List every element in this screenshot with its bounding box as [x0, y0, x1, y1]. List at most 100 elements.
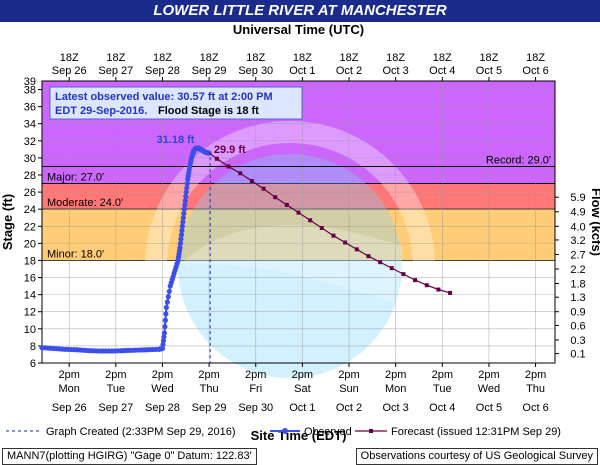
flow-tick-label-7: 2.7 [570, 249, 585, 261]
top-tick-date-2: Sep 28 [145, 65, 180, 77]
y-tick-label-1: 8 [30, 341, 36, 353]
y-tick-label-5: 16 [24, 273, 36, 285]
top-tick-time-3: 18Z [200, 52, 219, 64]
x-tick-date-6: Oct 2 [336, 402, 362, 414]
legend-forecast-square [369, 429, 373, 433]
top-tick-time-0: 18Z [60, 52, 79, 64]
annotation-line2: EDT 29-Sep-2016. [55, 105, 147, 117]
observed-point [161, 334, 167, 340]
observed-point [161, 330, 168, 336]
plot-frame [41, 80, 556, 364]
top-tick-date-1: Sep 27 [98, 65, 133, 77]
top-tick-time-7: 18Z [386, 52, 405, 64]
watermark-disc [178, 154, 402, 378]
top-tick-time-5: 18Z [293, 52, 312, 64]
observed-point [183, 189, 189, 195]
observed-point [180, 219, 186, 225]
x-tick-dow-5: Sat [294, 383, 311, 395]
top-tick-date-0: Sep 26 [52, 65, 87, 77]
flow-tick-label-1: 0.3 [570, 335, 585, 347]
observed-point [180, 215, 186, 221]
y-tick-label-3: 12 [24, 307, 36, 319]
legend-observed-label: Observed [304, 426, 352, 438]
flood-bands [42, 81, 555, 363]
x-tick-date-8: Oct 4 [429, 402, 455, 414]
y-axis-right-title: Flow (kcfs) [589, 188, 600, 256]
x-tick-time-1: 2pm [105, 369, 126, 381]
flow-tick-label-11: 5.9 [570, 192, 585, 204]
top-tick-date-7: Oct 3 [383, 65, 409, 77]
observed-point [183, 193, 189, 199]
top-tick-date-5: Oct 1 [289, 65, 315, 77]
observed-point [184, 185, 190, 191]
top-tick-date-10: Oct 6 [522, 65, 548, 77]
x-tick-date-7: Oct 3 [383, 402, 409, 414]
top-tick-time-1: 18Z [106, 52, 125, 64]
observed-point [179, 227, 185, 234]
observed-point [182, 202, 188, 208]
footer: MANN7(plotting HGIRG) "Gage 0" Datum: 12… [0, 448, 600, 465]
legend-forecast-label: Forecast (issued 12:31PM Sep 29) [391, 426, 561, 438]
flow-tick-label-0: 0.1 [570, 349, 585, 361]
x-tick-dow-3: Thu [200, 383, 219, 395]
observed-point [159, 345, 166, 352]
annotation-line1: Latest observed value: 30.57 ft at 2:00 … [55, 91, 273, 103]
x-tick-dow-4: Fri [249, 383, 262, 395]
observed-point [184, 180, 190, 187]
moderate-label: Moderate: 24.0' [47, 197, 123, 209]
forecast-point [436, 287, 441, 292]
observed-point [160, 342, 166, 348]
observed-point [162, 317, 168, 323]
x-tick-time-3: 2pm [198, 369, 219, 381]
observed-point [177, 245, 183, 251]
flow-tick-label-9: 4.0 [570, 221, 585, 233]
x-tick-time-8: 2pm [432, 369, 453, 381]
forecast-point [401, 272, 406, 277]
observed-point [179, 223, 185, 229]
legend-created-label: Graph Created (2:33PM Sep 29, 2016) [46, 426, 236, 438]
flood-band-1 [42, 183, 555, 210]
observed-point [177, 240, 184, 246]
x-tick-dow-1: Tue [107, 383, 126, 395]
x-tick-time-7: 2pm [385, 369, 406, 381]
observed-point [181, 210, 187, 217]
forecast-point [389, 266, 394, 271]
annotation-flood-stage: Flood Stage is 18 ft [158, 105, 259, 117]
top-tick-date-6: Oct 2 [336, 65, 362, 77]
y-tick-label-4: 14 [24, 290, 36, 302]
x-tick-date-3: Sep 29 [192, 402, 227, 414]
x-tick-date-1: Sep 27 [98, 402, 133, 414]
flow-tick-label-5: 1.8 [570, 279, 585, 291]
forecast-point [331, 233, 336, 238]
observed-point [163, 311, 169, 317]
y-tick-label-7: 20 [24, 238, 36, 250]
forecast-point [319, 225, 324, 230]
flow-tick-label-6: 2.2 [570, 264, 585, 276]
x-tick-time-6: 2pm [338, 369, 359, 381]
top-tick-time-8: 18Z [433, 52, 452, 64]
flow-tick-label-3: 0.9 [570, 307, 585, 319]
x-tick-date-2: Sep 28 [145, 402, 180, 414]
annotation-box [49, 86, 303, 120]
forecast-point [284, 202, 289, 207]
y-tick-label-13: 32 [24, 136, 36, 148]
y-axis-title: Stage (ft) [0, 194, 15, 250]
observed-point [166, 288, 172, 295]
y-tick-label-11: 28 [24, 170, 36, 182]
x-tick-date-9: Oct 5 [476, 402, 502, 414]
y-tick-label-15: 36 [24, 102, 36, 114]
forecast-point [296, 210, 301, 215]
chart-labels: Major: 27.0' Moderate: 24.0' Minor: 18.0' R… [47, 86, 551, 260]
forecast-point [448, 290, 453, 295]
x-tick-dow-8: Tue [433, 383, 452, 395]
x-tick-date-5: Oct 1 [289, 402, 315, 414]
top-tick-time-9: 18Z [479, 52, 498, 64]
watermark-ring [145, 121, 435, 411]
record-label: Record: 29.0' [486, 154, 551, 166]
y-tick-label-16: 38 [24, 85, 36, 97]
top-tick-time-2: 18Z [153, 52, 172, 64]
y-tick-label-top: 39 [24, 76, 36, 88]
observed-point [178, 232, 185, 238]
x-tick-time-2: 2pm [152, 369, 173, 381]
